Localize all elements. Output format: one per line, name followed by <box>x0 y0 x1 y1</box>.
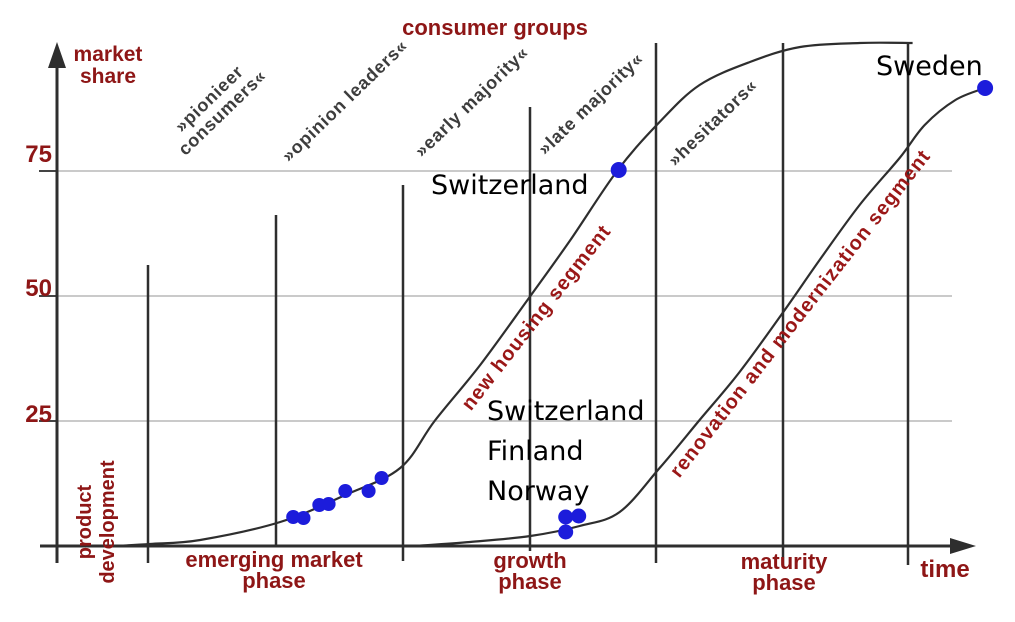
data-point-emerging-market-cluster <box>374 471 389 485</box>
phase-label-emerging-market: emerging market phase <box>185 547 363 593</box>
curve-new-housing-segment <box>114 41 913 548</box>
data-point-emerging-market-cluster <box>321 497 336 511</box>
annotation-line: Finland <box>487 436 584 467</box>
data-point-Sweden <box>977 80 994 96</box>
y-tick-25: 25 <box>25 401 52 428</box>
y-tick-50: 50 <box>25 275 52 302</box>
annotation-line: Norway <box>487 476 590 507</box>
data-point-growth-phase-trio-Switzerland-Finland-Norway <box>571 508 587 524</box>
x-axis-arrow-icon <box>950 538 976 554</box>
origin-label-line: development <box>97 460 119 584</box>
data-point-emerging-market-cluster <box>286 510 301 524</box>
data-point-growth-phase-trio-Switzerland-Finland-Norway <box>558 524 574 540</box>
phase-line: growth <box>493 548 567 573</box>
phase-line: phase <box>752 570 816 595</box>
y-axis-label: market share <box>68 44 148 88</box>
phase-line: maturity <box>740 549 828 574</box>
y-axis-label-line2: share <box>79 65 137 88</box>
y-axis-label-line1: market <box>73 43 143 66</box>
data-point-emerging-market-cluster <box>296 511 311 525</box>
curve-renovation-modernization-segment <box>414 86 986 548</box>
data-point-growth-phase-trio-Switzerland-Finland-Norway <box>558 509 574 525</box>
annotation-switzerland-finland-norway: Switzerland Finland Norway <box>487 392 645 512</box>
phase-line: emerging market <box>185 547 363 572</box>
product-development-label: product development <box>74 460 120 583</box>
data-point-emerging-market-cluster <box>361 484 376 498</box>
phase-line: phase <box>498 569 562 594</box>
data-point-Switzerland <box>610 162 627 178</box>
annotation-line: Switzerland <box>487 396 645 427</box>
y-tick-75: 75 <box>25 141 52 168</box>
origin-label-line: product <box>74 484 96 560</box>
annotation-switzerland: Switzerland <box>431 170 589 201</box>
phase-label-maturity: maturity phase <box>740 549 828 595</box>
data-point-emerging-market-cluster <box>338 484 353 498</box>
y-axis-arrow-icon <box>48 42 66 68</box>
x-axis-label: time <box>920 556 970 583</box>
annotation-sweden: Sweden <box>876 51 983 82</box>
phase-label-growth: growth phase <box>493 548 567 594</box>
phase-line: phase <box>242 568 306 593</box>
chart-title: consumer groups <box>402 15 588 40</box>
